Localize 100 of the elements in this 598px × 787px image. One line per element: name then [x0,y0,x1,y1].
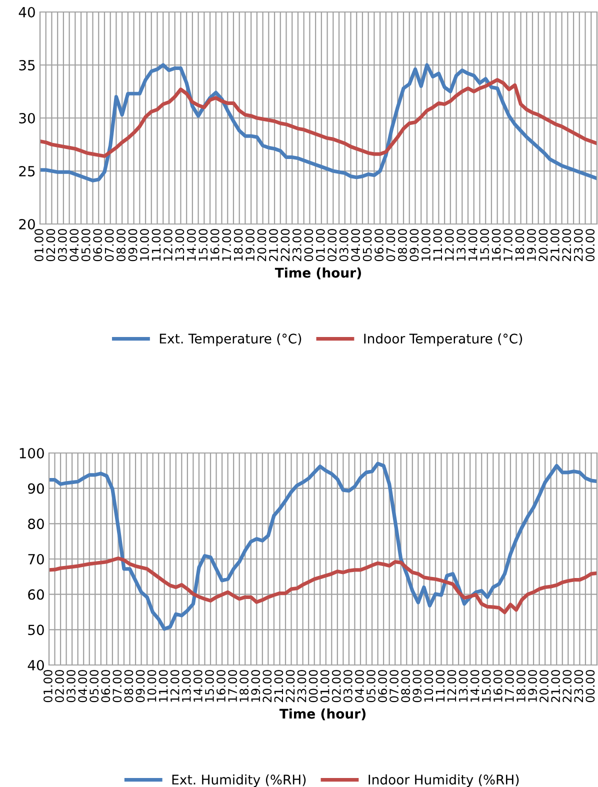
x-tick-label: 12.00 [444,228,454,261]
x-tick-label: 22.00 [562,228,572,262]
line-series [49,462,597,631]
x-tick-label: 06.00 [93,228,102,262]
x-tick-label: 00.00 [308,670,318,702]
x-tick-label: 07.00 [386,228,396,262]
x-tick-label: 17.00 [504,228,512,261]
x-tick-label: 18.00 [516,670,526,702]
x-tick-label: 05.00 [81,228,90,262]
x-tick-label: 18.00 [240,670,249,702]
y-tick-label: 40 [18,6,35,18]
y-tick-label: 35 [19,60,35,70]
y-tick-label: 30 [19,112,35,124]
x-tick-label: 08.00 [116,228,126,262]
x-tick-label: 10.00 [140,228,149,261]
x-tick-label: 19.00 [527,228,536,261]
x-tick-label: 06.00 [101,670,110,702]
x-tick-label: 12.00 [447,670,456,702]
y-tick-label: 70 [28,554,44,564]
x-tick-label: 12.00 [170,670,180,702]
line-series [49,556,597,614]
x-tick-label: 16.00 [216,670,226,702]
x-tick-label: 08.00 [401,670,410,702]
x-tick-label: 15.00 [205,670,214,702]
x-tick-label: 17.00 [222,228,232,261]
x-tick-label: 20.00 [540,670,549,702]
x-tick-label: 02.00 [328,228,337,262]
x-tick-label: 18.00 [234,228,243,261]
x-tick-label: 14.00 [193,670,202,702]
x-tick-label: 01.00 [320,670,330,702]
x-tick-label: 09.00 [136,670,145,702]
x-tick-label: 11.00 [158,670,168,702]
line-series [40,78,597,158]
x-tick-label: 11.00 [152,228,161,261]
x-axis-title: Time (hour) [274,268,361,280]
x-tick-label: 10.00 [424,670,434,702]
x-tick-label: 16.00 [492,228,501,261]
x-tick-label: 01.00 [43,670,52,702]
x-tick-label: 22.00 [286,670,295,702]
x-tick-label: 15.00 [482,670,491,702]
y-tick-label: 60 [28,589,44,600]
x-tick-label: 08.00 [124,670,134,702]
x-tick-label: 04.00 [354,670,364,702]
x-tick-label: 11.00 [436,670,445,702]
x-tick-label: 17.00 [228,670,238,702]
y-tick-label: 90 [28,483,44,494]
x-tick-label: 07.00 [390,670,399,702]
y-tick-label: 80 [28,518,44,530]
x-tick-label: 11.00 [433,228,442,261]
x-tick-label: 23.00 [297,670,306,702]
x-tick-label: 14.00 [470,670,480,702]
x-tick-label: 18.00 [515,228,524,261]
x-tick-label: 04.00 [70,228,79,262]
x-tick-label: 13.00 [458,670,468,702]
x-tick-label: 19.00 [246,228,254,261]
x-tick-label: 04.00 [351,228,360,262]
x-tick-label: 03.00 [343,670,352,702]
x-tick-label: 19.00 [251,670,260,702]
x-tick-label: 15.00 [198,228,208,261]
x-tick-label: 03.00 [58,228,67,262]
x-tick-label: 07.00 [112,670,122,702]
y-tick-label: 100 [20,448,44,458]
x-tick-label: 07.00 [104,228,114,262]
x-tick-label: 00.00 [586,670,595,702]
x-tick-label: 21.00 [274,670,284,702]
x-tick-label: 03.00 [66,670,76,702]
x-tick-label: 05.00 [362,228,372,262]
x-tick-label: 17.00 [504,670,514,702]
x-tick-label: 16.00 [493,670,502,702]
x-tick-label: 09.00 [410,228,419,262]
x-tick-label: 14.00 [186,228,196,261]
y-tick-label: 50 [28,624,44,636]
x-tick-label: 20.00 [538,228,548,262]
legend-label: Indoor Temperature (°C) [364,333,522,346]
x-tick-label: 10.00 [147,670,156,702]
x-tick-label: 08.00 [398,228,407,262]
x-tick-label: 23.00 [574,670,584,702]
x-tick-label: 21.00 [550,228,560,262]
x-tick-label: 23.00 [292,228,302,262]
legend-label: Indoor Humidity (%RH) [368,774,519,787]
x-tick-label: 19.00 [528,670,537,702]
x-tick-label: 03.00 [339,228,348,262]
x-tick-label: 09.00 [128,228,138,262]
x-tick-label: 10.00 [421,228,430,261]
x-tick-label: 20.00 [262,670,272,702]
x-tick-label: 04.00 [78,670,88,702]
x-tick-label: 23.00 [574,228,583,262]
x-tick-label: 16.00 [210,228,220,261]
y-tick-label: 40 [28,660,44,670]
x-tick-label: 05.00 [90,670,99,702]
x-tick-label: 09.00 [412,670,422,702]
legend-label: Ext. Humidity (%RH) [172,774,306,787]
x-tick-label: 02.00 [55,670,64,702]
x-tick-label: 22.00 [562,670,572,702]
x-tick-label: 00.00 [304,228,314,262]
x-tick-label: 14.00 [468,228,478,261]
x-tick-label: 12.00 [163,228,172,261]
y-tick-label: 20 [19,218,35,230]
x-tick-label: 22.00 [280,228,290,262]
x-tick-label: 13.00 [182,670,191,702]
